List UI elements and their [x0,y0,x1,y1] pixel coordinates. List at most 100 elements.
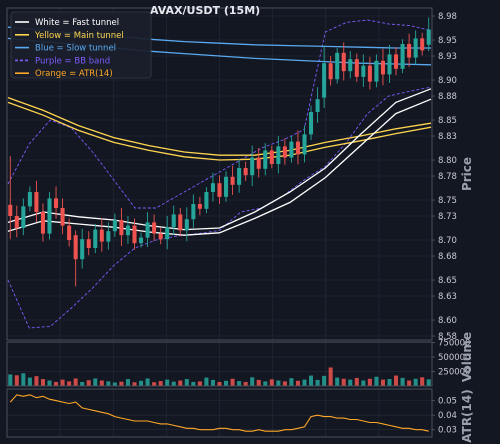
volume-bar [380,379,385,386]
volume-bar [348,379,353,386]
candle-body [197,204,202,209]
candle-body [80,239,85,260]
candle-body [237,168,242,185]
candle [132,218,137,250]
candle [237,159,242,193]
volume-bar [86,380,91,386]
candle-body [191,204,196,220]
price-tick-label: 8.60 [438,316,457,326]
price-tick-label: 8.78 [438,172,457,182]
price-tick-label: 8.68 [438,252,457,262]
price-axis-label: Price [460,157,474,191]
volume-bar [426,379,431,386]
volume-bar [80,381,85,386]
candle-body [354,59,359,77]
candle-body [335,52,340,80]
volume-bar [40,379,45,386]
volume-bar [341,378,346,386]
candle [197,196,202,216]
volume-bar [165,379,170,386]
volume-bar [14,375,19,386]
candle [341,42,346,81]
price-tick-label: 8.85 [438,116,457,126]
candle [413,30,418,65]
candle-body [112,220,117,232]
candle [282,138,287,165]
volume-bar [119,381,124,386]
volume-bar [374,376,379,386]
candle-body [426,29,431,45]
candle [125,216,130,244]
candle-body [171,214,176,228]
candle [171,205,176,236]
price-tick-label: 8.83 [438,132,457,142]
fast-tunnel-line-a [7,88,432,231]
candle-body [328,63,333,80]
candle-body [269,150,274,164]
candle [328,56,333,86]
price-tick-label: 8.93 [438,52,457,62]
price-tick-label: 8.98 [438,12,457,22]
legend-entry: Orange = ATR(14) [15,69,113,79]
candle-body [99,229,104,242]
candle [243,161,248,181]
candle [217,175,222,204]
volume-bar [250,377,255,386]
candle-body [178,214,183,231]
main-tunnel-line-b [7,101,432,161]
price-tick-label: 8.90 [438,76,457,86]
candle-layer [8,17,431,287]
candle [145,212,150,247]
candle [256,148,261,178]
candle [224,171,229,202]
volume-bar [139,380,144,386]
candle [165,216,170,250]
candle [99,218,104,252]
volume-bar [335,377,340,386]
volume-bar [99,380,104,386]
grid-layer [7,8,432,437]
candle [374,54,379,88]
bollinger-band-layer [7,19,432,329]
candle [184,207,189,242]
atr-tick-label: 0.03 [438,426,457,436]
candle [34,180,39,223]
candle-body [14,216,19,228]
legend: White = Fast tunnel Yellow = Main tunnel B… [10,11,152,79]
candle-body [8,204,13,216]
candle-body [132,225,137,244]
volume-bar [400,377,405,386]
volume-bar [367,378,372,386]
candle-body [276,146,281,164]
candle-body [224,176,229,197]
candle [112,213,117,237]
candle-body [230,176,235,185]
volume-bar [243,381,248,386]
legend-entry: Blue = Slow tunnel [15,44,116,54]
price-tick-label: 8.58 [438,332,457,342]
volume-bar [224,380,229,386]
candle [204,187,209,214]
volume-bar [184,379,189,386]
atr-panel-frame [6,388,433,438]
candle [8,156,13,240]
volume-bar [413,378,418,386]
candle-body [119,220,124,236]
volume-bar [276,380,281,386]
candle-body [106,231,111,242]
volume-bar [289,378,294,386]
candle-body [125,225,130,236]
legend-label: Yellow = Main tunnel [34,31,124,41]
volume-bar [152,382,157,386]
candle [250,145,255,186]
candle [354,53,359,82]
legend-label: White = Fast tunnel [35,18,119,28]
volume-bar [282,381,287,386]
candle-body [152,222,157,234]
candle [407,33,412,67]
volume-bar [269,379,274,386]
candle [191,194,196,228]
volume-bar [125,379,130,386]
volume-bar [106,381,111,386]
